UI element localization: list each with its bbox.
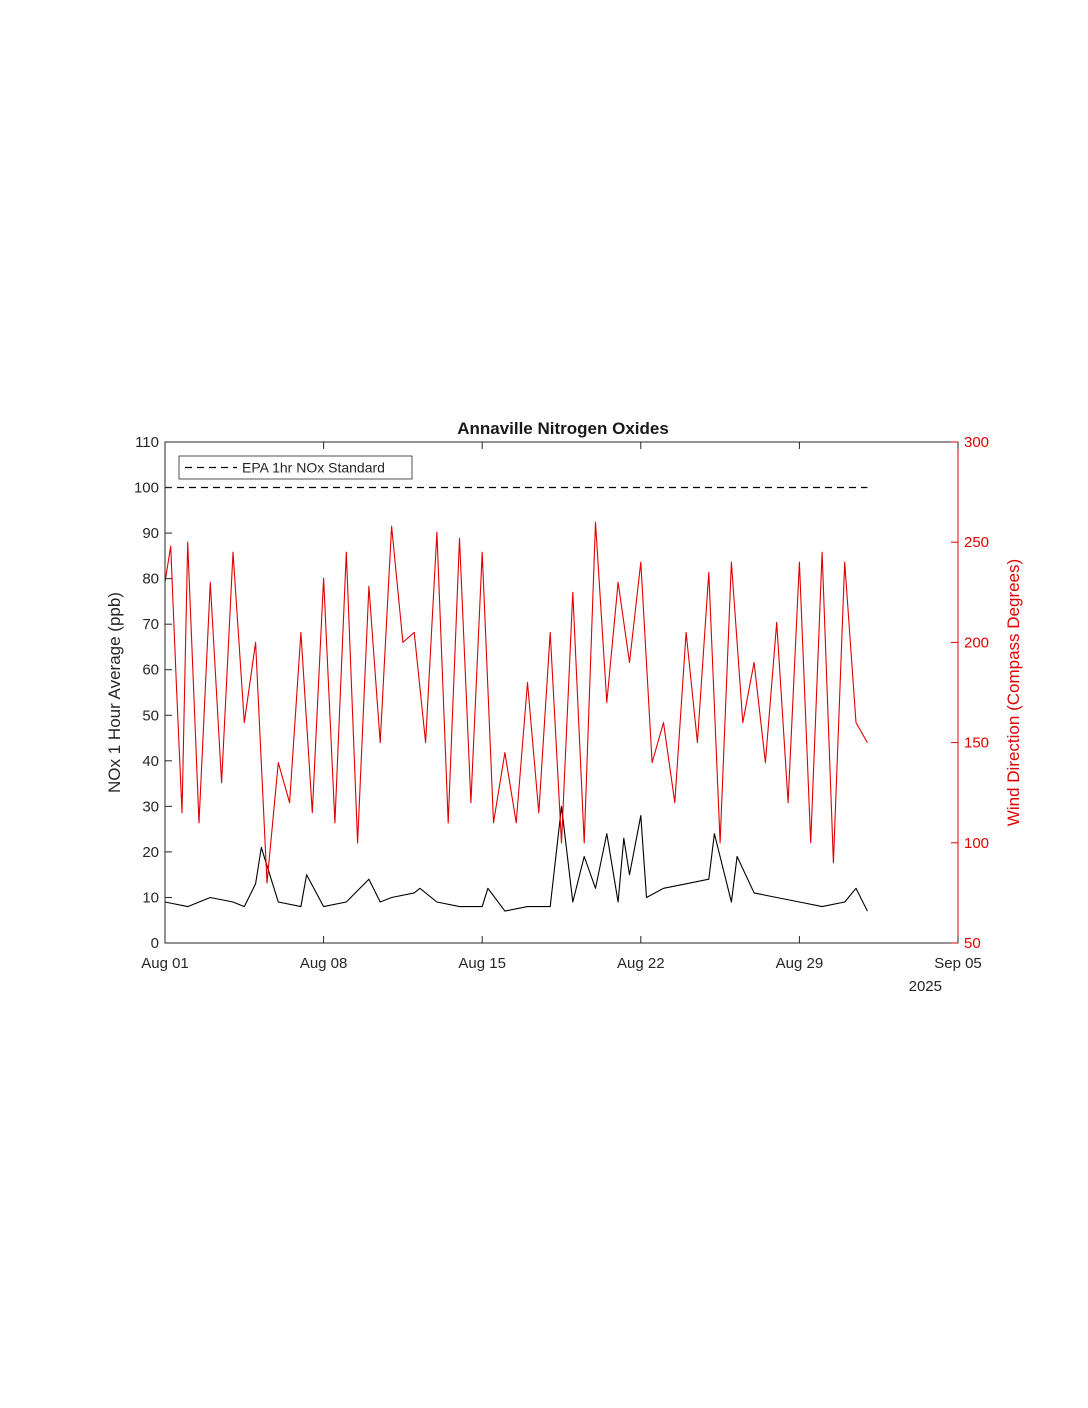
x-tick-label: Aug 22 (617, 955, 665, 972)
y-tick-label-right: 150 (964, 735, 989, 752)
y-tick-label-left: 100 (134, 480, 159, 497)
x-tick-label: Aug 08 (300, 955, 348, 972)
x-axis-year-label: 2025 (909, 978, 942, 995)
y-tick-label-left: 30 (142, 798, 159, 815)
y-tick-label-left: 0 (151, 935, 159, 952)
y-tick-label-left: 40 (142, 753, 159, 770)
y-tick-label-left: 110 (135, 434, 159, 451)
y-tick-label-right: 200 (964, 634, 989, 651)
x-tick-label: Aug 29 (776, 955, 824, 972)
y-tick-label-right: 300 (964, 434, 989, 451)
legend-label-epa-standard: EPA 1hr NOx Standard (242, 460, 385, 476)
plot-area (164, 486, 868, 912)
y-tick-label-left: 90 (142, 525, 159, 542)
y-tick-label-right: 50 (964, 935, 981, 952)
y-tick-label-right: 250 (964, 534, 989, 551)
y-tick-label-right: 100 (964, 835, 989, 852)
legend-box (178, 455, 413, 480)
y-tick-label-left: 60 (142, 662, 159, 679)
y-tick-label-left: 20 (142, 844, 159, 861)
y-axis-label-left: NOx 1 Hour Average (ppb) (105, 592, 124, 793)
series-wind-direction (164, 521, 868, 884)
y-tick-label-left: 80 (142, 571, 159, 588)
y-tick-label-left: 10 (142, 889, 159, 906)
x-tick-label: Aug 01 (141, 955, 189, 972)
y-tick-label-left: 70 (142, 616, 159, 633)
x-tick-label: Sep 05 (934, 955, 982, 972)
x-tick-label: Aug 15 (458, 955, 506, 972)
y-axis-label-right: Wind Direction (Compass Degrees) (1004, 559, 1023, 826)
y-tick-label-left: 50 (142, 707, 159, 724)
legend: EPA 1hr NOx Standard (178, 455, 413, 480)
chart-title: Annaville Nitrogen Oxides (457, 419, 669, 438)
plot-frame (164, 441, 959, 944)
axes: 0 10 20 30 40 50 60 70 80 90 100 110 50 100 150 200 250 3… (134, 434, 989, 972)
series-nox (164, 805, 868, 912)
